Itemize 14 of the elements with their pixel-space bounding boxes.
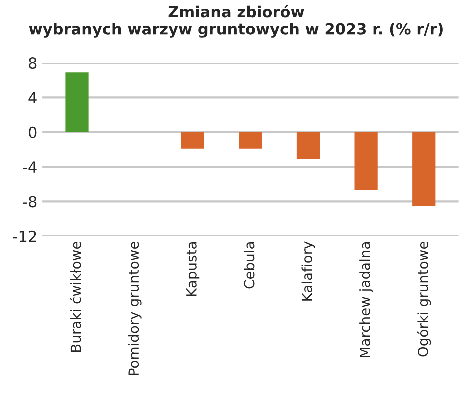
y-tick-label: 8	[29, 58, 37, 70]
y-tick-label: -4	[23, 162, 37, 173]
y-tick-label: 0	[28, 126, 37, 138]
x-tick-label: Marchew jadalna	[360, 242, 374, 358]
y-tick-label: -8	[23, 196, 37, 208]
y-tick-label: 4	[28, 92, 37, 104]
x-tick-label: Pomidory gruntowe	[128, 242, 142, 376]
chart-title: Zmiana zbiorów wybranych warzyw gruntowych w 2023 r. (% r/r)	[29, 5, 443, 38]
x-tick-label: Ogórki gruntowe	[417, 242, 432, 357]
x-tick-label: Kalafiory	[302, 242, 316, 301]
y-tick-label: -12	[14, 230, 36, 242]
x-tick-label: Cebula	[244, 242, 255, 289]
x-tick-label: Kapusta	[186, 242, 200, 296]
x-tick-label: Buraki ćwikłowe	[70, 242, 82, 352]
